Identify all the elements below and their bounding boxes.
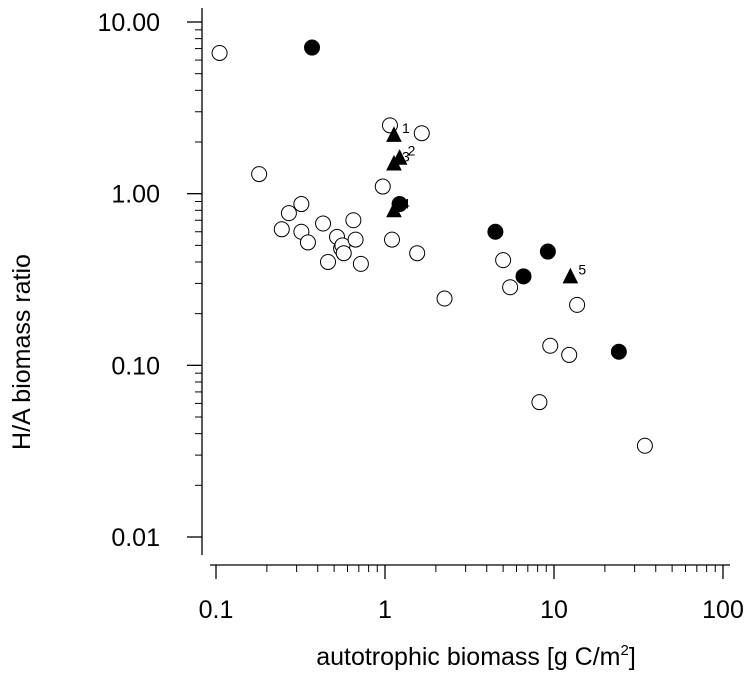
open-circle-point [352, 255, 369, 272]
triangle-point-label: 2 [408, 143, 416, 159]
filled-circle-point [304, 39, 321, 56]
open-circle-point [251, 166, 268, 183]
y-tick-label: 0.01 [111, 524, 160, 552]
open-circle-point [211, 44, 228, 61]
x-tick-label: 100 [702, 596, 744, 624]
triangle-point-label: 1 [402, 120, 410, 136]
open-circle-point [345, 212, 362, 229]
y-tick-label: 0.10 [111, 352, 160, 380]
triangle-point-label: 5 [578, 261, 586, 277]
open-circle-point [374, 178, 391, 195]
x-tick-label: 0.1 [199, 596, 234, 624]
open-circle-point [502, 279, 519, 296]
triangle-point [386, 126, 402, 142]
y-tick-label: 1.00 [111, 181, 160, 209]
open-circle-point [413, 125, 430, 142]
open-circle-point [347, 231, 364, 248]
x-axis-label: autotrophic biomass [g C/m2] [316, 642, 636, 671]
open-circle-point [315, 215, 332, 232]
open-circle-point [409, 245, 426, 262]
y-tick-label: 10.00 [97, 9, 160, 37]
data-points [211, 39, 653, 454]
open-circle-point [542, 337, 559, 354]
open-circle-point [273, 221, 290, 238]
y-axis-label: H/A biomass ratio [8, 254, 36, 450]
filled-circle-point [539, 243, 556, 260]
x-tick-label: 10 [540, 596, 568, 624]
x-tick-label: 1 [378, 596, 392, 624]
triangle-point-label: 4 [402, 195, 410, 211]
filled-circle-point [515, 268, 532, 285]
open-circle-point [335, 245, 352, 262]
x-axis: 0.1 1 10 100 [199, 564, 744, 624]
open-circle-point [383, 231, 400, 248]
open-circle-point [636, 437, 653, 454]
open-circle-point [293, 196, 310, 213]
open-circle-point [561, 346, 578, 363]
x-axis-label-main: autotrophic biomass [g C/m [316, 643, 620, 671]
triangle-point-label: 3 [402, 148, 410, 164]
triangle-point [386, 201, 402, 218]
open-circle-point [436, 290, 453, 307]
x-axis-label-end: ] [629, 643, 636, 671]
y-axis: 10.00 1.00 0.10 0.01 [97, 8, 203, 555]
open-circle-point [299, 234, 316, 251]
triangle-point [562, 267, 579, 284]
open-circle-point [280, 205, 297, 222]
open-circle-point [569, 296, 586, 313]
triangle-point [386, 154, 402, 171]
open-circle-point [320, 253, 337, 270]
open-circle-point [531, 394, 548, 411]
filled-circle-point [487, 223, 504, 240]
x-axis-label-sup: 2 [621, 642, 629, 659]
filled-circle-point [610, 343, 627, 360]
open-circle-point [495, 252, 512, 269]
